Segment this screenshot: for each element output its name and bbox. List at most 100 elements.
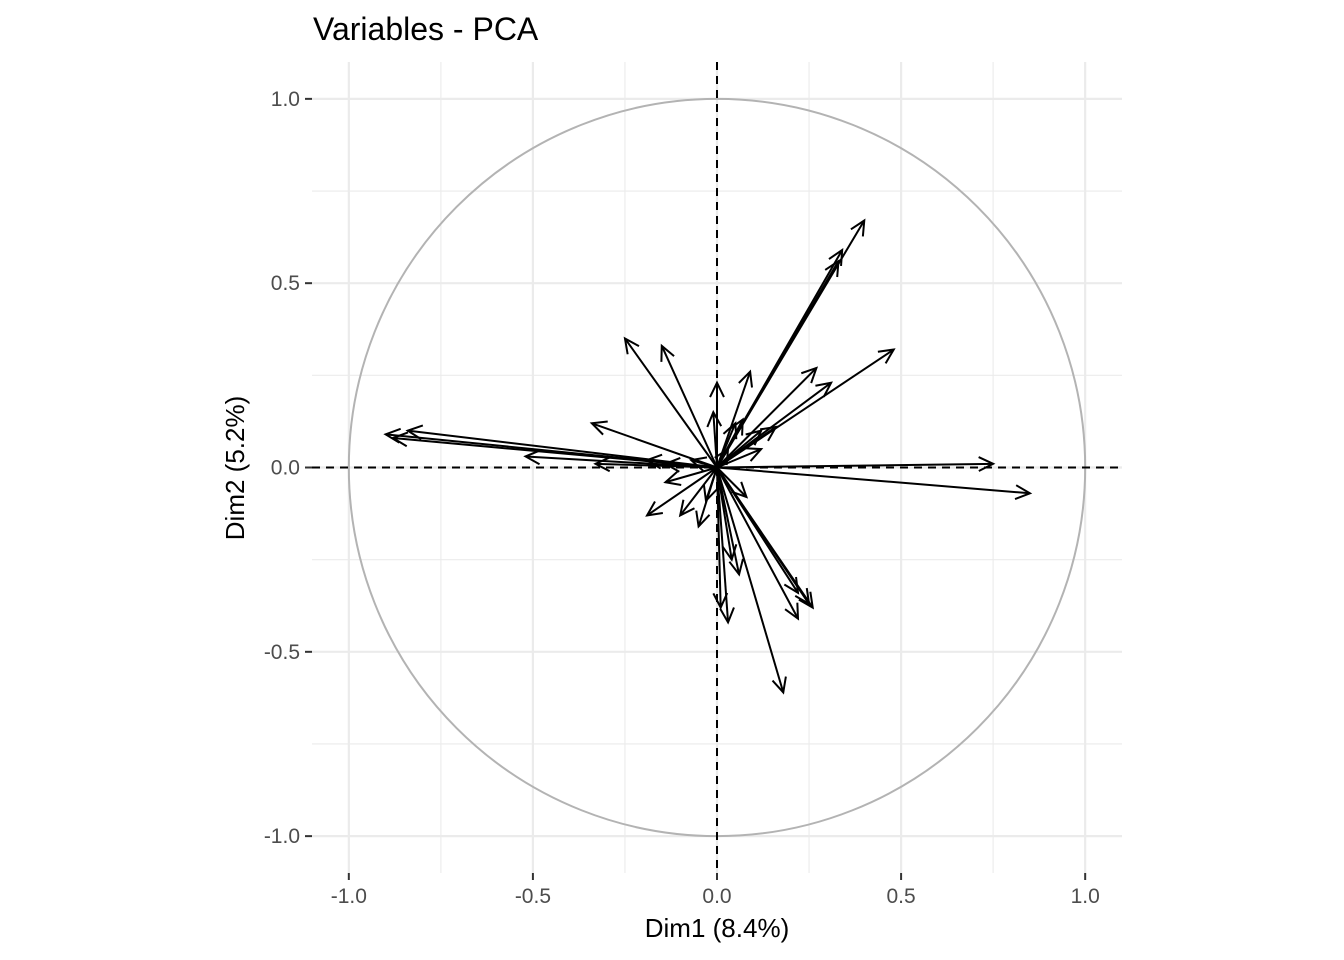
arrow-head <box>784 602 800 621</box>
variable-arrow <box>706 409 723 468</box>
arrow-shaft <box>624 337 718 469</box>
arrow-head <box>783 576 800 595</box>
y-tick-label: 0.5 <box>271 272 300 295</box>
x-tick-label: -1.0 <box>331 885 367 908</box>
y-tick-label: 1.0 <box>271 88 300 111</box>
arrow-head <box>800 366 819 384</box>
x-tick-label: -0.5 <box>515 885 551 908</box>
y-tick-label: -0.5 <box>264 641 300 664</box>
variable-arrow <box>716 259 840 469</box>
arrow-shaft <box>660 345 718 468</box>
variable-arrow <box>716 466 1033 500</box>
arrow-shaft <box>679 466 718 517</box>
arrow-shaft <box>705 467 718 501</box>
arrow-shaft <box>716 462 994 469</box>
variable-arrow <box>702 467 718 503</box>
arrow-head <box>719 607 735 625</box>
arrow-head <box>593 456 611 473</box>
arrow-head <box>759 425 778 442</box>
arrow-head <box>824 259 840 278</box>
arrow-head <box>405 424 424 441</box>
arrow-head <box>689 456 708 472</box>
arrow-head <box>712 592 729 610</box>
variable-arrow <box>689 456 718 472</box>
variable-arrows <box>383 218 1033 695</box>
x-axis-title: Dim1 (8.4%) <box>645 913 789 943</box>
arrow-shaft <box>716 467 799 620</box>
arrow-shaft <box>716 467 785 693</box>
y-tick-label: 0.0 <box>271 457 300 480</box>
variable-arrow <box>678 466 718 518</box>
y-axis-title: Dim2 (5.2%) <box>220 396 250 540</box>
arrow-head <box>745 429 763 446</box>
arrow-head <box>978 456 996 472</box>
arrow-shaft <box>712 412 718 468</box>
arrow-shaft <box>716 422 737 468</box>
arrow-head <box>1014 484 1033 500</box>
x-tick-label: 1.0 <box>1071 885 1100 908</box>
arrow-head <box>721 544 738 562</box>
variable-arrow <box>716 467 738 562</box>
arrow-head <box>728 558 744 577</box>
arrow-head <box>738 369 753 388</box>
arrow-head <box>695 510 711 529</box>
arrow-head <box>663 470 682 486</box>
arrow-head <box>663 456 681 473</box>
arrow-shaft <box>690 459 718 469</box>
arrow-shaft <box>665 466 718 484</box>
arrow-head <box>702 484 718 503</box>
arrow-head <box>771 676 787 695</box>
variable-arrow <box>716 456 996 472</box>
arrow-shaft <box>646 466 718 517</box>
arrow-head <box>714 447 730 466</box>
variable-arrow <box>645 466 718 517</box>
variable-arrow <box>712 467 729 610</box>
arrow-shaft <box>716 467 733 560</box>
arrow-shaft <box>716 448 762 469</box>
arrow-head <box>645 501 664 517</box>
plot-panel <box>312 62 1122 873</box>
variable-arrow <box>663 466 718 486</box>
arrow-shaft <box>716 467 722 608</box>
x-tick-label: 0.5 <box>886 885 915 908</box>
arrow-shaft <box>716 466 1031 495</box>
variable-arrow <box>716 366 819 469</box>
variable-arrow <box>716 421 738 468</box>
variable-arrow <box>716 429 763 469</box>
arrow-head <box>660 343 675 362</box>
arrow-head <box>828 248 844 267</box>
arrow-head <box>731 481 749 499</box>
variable-arrow <box>660 343 718 468</box>
arrow-head <box>390 431 409 448</box>
arrow-head <box>589 420 608 436</box>
variable-arrow <box>716 466 800 595</box>
arrow-shaft <box>716 260 840 469</box>
variable-arrow <box>716 447 764 469</box>
arrow-head <box>706 409 723 428</box>
arrow-head <box>709 380 725 398</box>
arrow-shaft <box>665 462 718 469</box>
arrow-head <box>722 421 738 440</box>
x-tick-label: 0.0 <box>702 885 731 908</box>
chart-title: Variables - PCA <box>313 11 539 47</box>
arrow-shaft <box>716 466 799 594</box>
arrow-head <box>623 336 640 355</box>
variable-arrow <box>716 467 787 695</box>
x-axis: -1.0 -0.5 0.0 0.5 1.0 <box>331 873 1100 908</box>
arrow-head <box>678 499 695 518</box>
arrow-head <box>798 591 815 610</box>
arrow-shaft <box>716 466 748 498</box>
arrow-head <box>745 447 764 462</box>
arrow-head <box>815 381 833 398</box>
y-tick-label: -1.0 <box>264 825 300 848</box>
arrow-head <box>877 348 896 364</box>
arrow-shaft <box>716 367 818 469</box>
arrow-head <box>523 449 541 466</box>
variable-arrow <box>716 466 749 499</box>
arrow-head <box>644 453 663 470</box>
variable-arrow <box>623 336 718 469</box>
arrow-head <box>850 218 866 237</box>
y-axis: -1.0 -0.5 0.0 0.5 1.0 <box>264 88 312 848</box>
variable-arrow <box>663 456 718 473</box>
